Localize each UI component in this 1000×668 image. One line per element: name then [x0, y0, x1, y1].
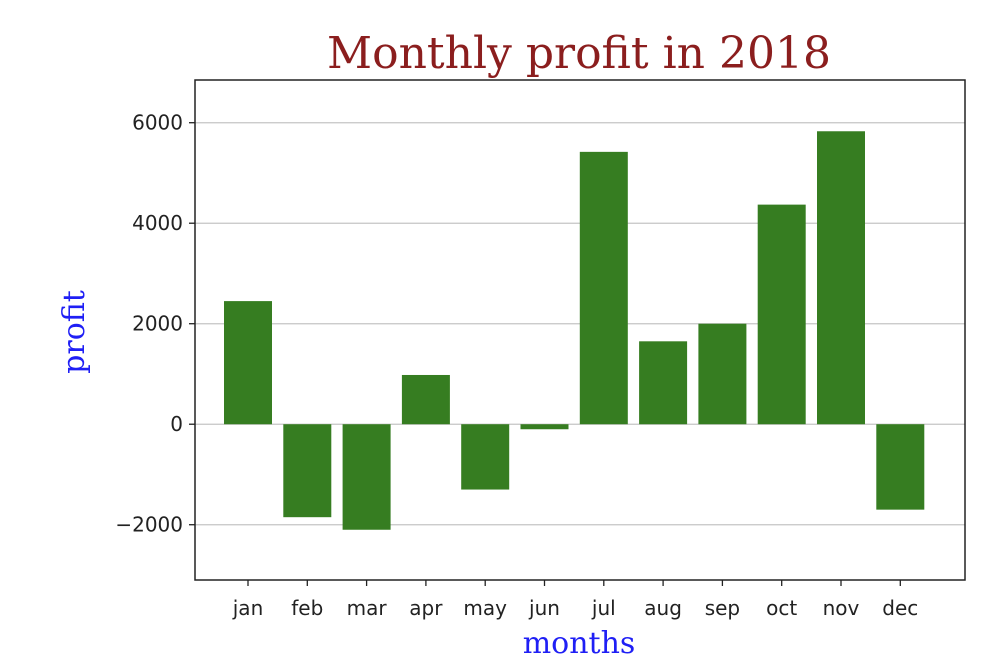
x-tick-label: jun [528, 596, 560, 620]
bar-jan [224, 301, 272, 425]
y-tick-label: 4000 [132, 211, 183, 235]
bar-aug [639, 341, 688, 425]
x-tick-label: apr [409, 596, 443, 620]
x-tick-label: nov [823, 596, 860, 620]
bar-sep [698, 323, 747, 425]
y-tick-label: 0 [170, 412, 183, 436]
x-tick-label: may [463, 596, 507, 620]
x-tick-label: dec [882, 596, 918, 620]
x-tick-label: jan [232, 596, 264, 620]
y-tick-label: 6000 [132, 111, 183, 135]
y-axis-ticks: −2000 0 2000 4000 6000 [115, 111, 195, 537]
bar-dec [876, 424, 925, 510]
bars [224, 131, 925, 530]
bar-jun [520, 424, 569, 430]
x-tick-label: mar [347, 596, 388, 620]
bar-nov [817, 131, 865, 425]
bar-apr [401, 374, 450, 425]
x-tick-label: sep [705, 596, 740, 620]
bar-jul [579, 151, 628, 425]
x-axis-ticks: jan feb mar apr may jun jul aug sep oct nov dec [232, 580, 918, 620]
bar-may [461, 424, 510, 490]
y-axis-label: profit [57, 290, 92, 374]
x-tick-label: feb [291, 596, 323, 620]
bar-mar [342, 424, 391, 530]
y-tick-label: 2000 [132, 312, 183, 336]
x-axis-label: months [523, 626, 636, 661]
plot-frame [194, 79, 966, 581]
chart-title: Monthly profit in 2018 [327, 28, 831, 79]
x-tick-label: jul [591, 596, 616, 620]
x-tick-label: aug [644, 596, 682, 620]
bar-feb [283, 424, 332, 518]
x-tick-label: oct [766, 596, 797, 620]
bar-oct [757, 204, 806, 425]
y-tick-label: −2000 [115, 513, 183, 537]
